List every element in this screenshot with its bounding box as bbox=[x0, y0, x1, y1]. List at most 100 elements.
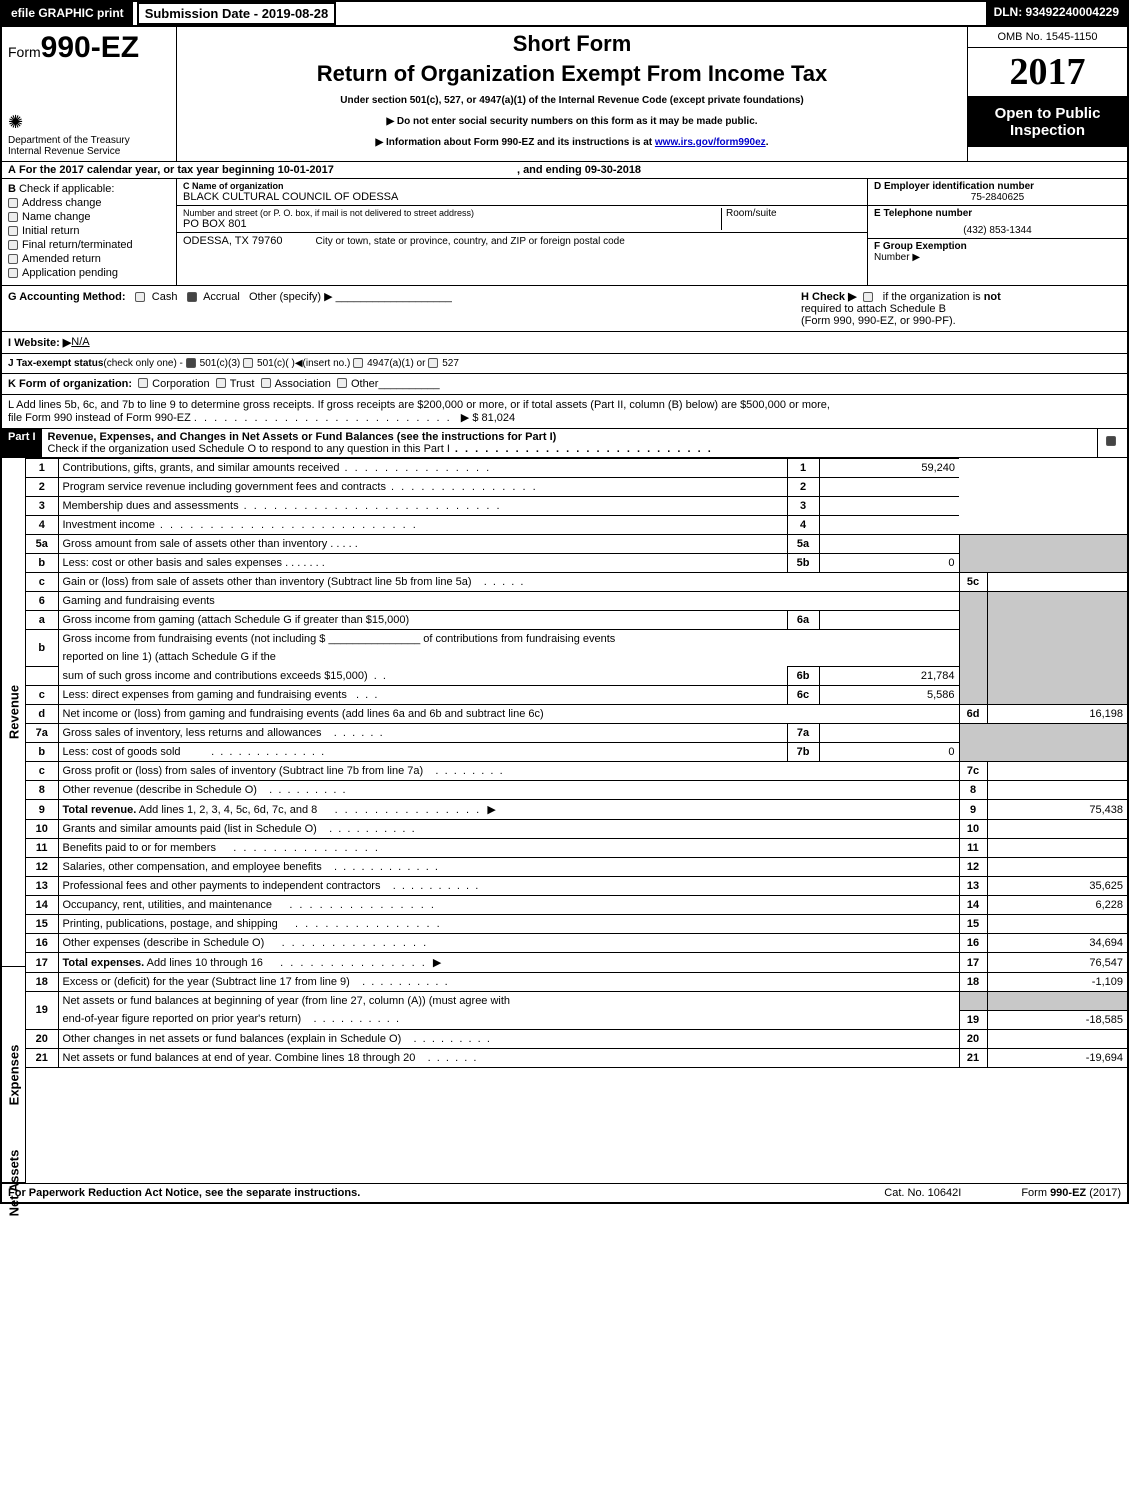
line-amt: -19,694 bbox=[987, 1048, 1127, 1067]
form-prefix: Form bbox=[8, 44, 41, 60]
dots-icon bbox=[450, 443, 713, 455]
row-l-gross-receipts: L Add lines 5b, 6c, and 7b to line 9 to … bbox=[2, 395, 1127, 429]
part1-label: Part I bbox=[2, 429, 42, 457]
k-corp: Corporation bbox=[152, 378, 209, 390]
j-insert: ◀(insert no.) bbox=[295, 358, 350, 369]
line-amt: 75,438 bbox=[987, 800, 1127, 820]
col-b-prefix: B bbox=[8, 183, 16, 195]
line-side: 9 bbox=[959, 800, 987, 820]
note-info-prefix: ▶ Information about Form 990-EZ and its … bbox=[376, 137, 655, 148]
phone-value: (432) 853-1344 bbox=[874, 225, 1121, 236]
k-other: Other bbox=[351, 378, 379, 390]
line-side: 13 bbox=[959, 877, 987, 896]
radio-icon[interactable] bbox=[187, 292, 197, 302]
checkbox-icon[interactable] bbox=[863, 292, 873, 302]
note-info: ▶ Information about Form 990-EZ and its … bbox=[187, 137, 957, 148]
line-desc: end-of-year figure reported on prior yea… bbox=[58, 1010, 959, 1029]
checkbox-icon bbox=[8, 226, 18, 236]
line-side: 3 bbox=[787, 497, 819, 516]
line-amt bbox=[819, 497, 959, 516]
line-desc: Total revenue. Add lines 1, 2, 3, 4, 5c,… bbox=[58, 800, 959, 820]
j-527: 527 bbox=[442, 358, 459, 369]
checkbox-icon bbox=[8, 268, 18, 278]
line-num: c bbox=[26, 686, 58, 705]
line-amt bbox=[987, 858, 1127, 877]
note-ssn: ▶ Do not enter social security numbers o… bbox=[187, 116, 957, 127]
sub-amt bbox=[819, 535, 959, 554]
col-c-org-info: C Name of organization BLACK CULTURAL CO… bbox=[177, 179, 867, 285]
line-num: 17 bbox=[26, 953, 58, 973]
radio-icon[interactable] bbox=[243, 358, 253, 368]
ein-row: D Employer identification number 75-2840… bbox=[868, 179, 1127, 206]
line-num: 5a bbox=[26, 535, 58, 554]
chk-application-pending[interactable]: Application pending bbox=[8, 267, 170, 279]
line-num: c bbox=[26, 762, 58, 781]
line-desc: Grants and similar amounts paid (list in… bbox=[58, 820, 959, 839]
phone-row: E Telephone number (432) 853-1344 bbox=[868, 206, 1127, 239]
chk-label: Application pending bbox=[22, 267, 118, 279]
g-label: G Accounting Method: bbox=[8, 291, 126, 303]
line-desc: Net income or (loss) from gaming and fun… bbox=[58, 705, 959, 724]
checkbox-icon bbox=[8, 240, 18, 250]
street-label: Number and street (or P. O. box, if mail… bbox=[183, 208, 721, 218]
line-desc: Less: direct expenses from gaming and fu… bbox=[58, 686, 787, 705]
form-header: Form990-EZ ✺ Department of the Treasury … bbox=[2, 27, 1127, 162]
line-amt bbox=[987, 762, 1127, 781]
radio-icon[interactable] bbox=[186, 358, 196, 368]
table-row: cGain or (loss) from sale of assets othe… bbox=[26, 573, 1127, 592]
j-4947: 4947(a)(1) or bbox=[367, 358, 425, 369]
radio-icon[interactable] bbox=[261, 378, 271, 388]
radio-icon[interactable] bbox=[135, 292, 145, 302]
part1-body: Revenue Expenses Net Assets 1Contributio… bbox=[2, 458, 1127, 1183]
chk-initial-return[interactable]: Initial return bbox=[8, 225, 170, 237]
line-num: a bbox=[26, 611, 58, 630]
line-amt bbox=[987, 839, 1127, 858]
line-amt: 6,228 bbox=[987, 896, 1127, 915]
radio-icon[interactable] bbox=[138, 378, 148, 388]
city-label: City or town, state or province, country… bbox=[316, 236, 625, 247]
line-desc: Less: cost of goods sold . . . . . . . .… bbox=[58, 743, 787, 762]
line-num bbox=[26, 667, 58, 686]
line-num: 16 bbox=[26, 934, 58, 953]
table-row: 3Membership dues and assessments3 bbox=[26, 497, 1127, 516]
chk-name-change[interactable]: Name change bbox=[8, 211, 170, 223]
line-side: 12 bbox=[959, 858, 987, 877]
table-row: 20Other changes in net assets or fund ba… bbox=[26, 1029, 1127, 1048]
line-side: 17 bbox=[959, 953, 987, 973]
table-row: 11Benefits paid to or for members 11 bbox=[26, 839, 1127, 858]
website-value: N/A bbox=[71, 336, 89, 349]
sub-label: 7b bbox=[787, 743, 819, 762]
row-gh: G Accounting Method: Cash Accrual Other … bbox=[2, 286, 1127, 332]
table-row: 12Salaries, other compensation, and empl… bbox=[26, 858, 1127, 877]
line-a-text2: , and ending 09-30-2018 bbox=[517, 164, 641, 176]
submission-date: Submission Date - 2019-08-28 bbox=[137, 2, 337, 25]
line-num: 1 bbox=[26, 459, 58, 478]
part1-header: Part I Revenue, Expenses, and Changes in… bbox=[2, 429, 1127, 458]
chk-final-return[interactable]: Final return/terminated bbox=[8, 239, 170, 251]
line-side: 7c bbox=[959, 762, 987, 781]
sub-amt bbox=[819, 611, 959, 630]
line-num: 12 bbox=[26, 858, 58, 877]
radio-icon[interactable] bbox=[428, 358, 438, 368]
side-labels: Revenue Expenses Net Assets bbox=[2, 458, 26, 1183]
instructions-link[interactable]: www.irs.gov/form990ez bbox=[655, 137, 766, 148]
sub-label: 7a bbox=[787, 724, 819, 743]
radio-icon[interactable] bbox=[353, 358, 363, 368]
table-row: 19Net assets or fund balances at beginni… bbox=[26, 992, 1127, 1011]
chk-amended-return[interactable]: Amended return bbox=[8, 253, 170, 265]
line-side: 6d bbox=[959, 705, 987, 724]
line-amt: 59,240 bbox=[819, 459, 959, 478]
g-other: Other (specify) ▶ bbox=[249, 291, 333, 303]
part1-schedule-o-checkbox[interactable] bbox=[1097, 429, 1127, 457]
efile-print-button[interactable]: efile GRAPHIC print bbox=[2, 2, 133, 25]
line-a-prefix: A bbox=[8, 164, 16, 176]
table-row: cGross profit or (loss) from sales of in… bbox=[26, 762, 1127, 781]
line-amt bbox=[819, 516, 959, 535]
radio-icon[interactable] bbox=[216, 378, 226, 388]
radio-icon[interactable] bbox=[337, 378, 347, 388]
line-desc: Salaries, other compensation, and employ… bbox=[58, 858, 959, 877]
line-amt bbox=[987, 1029, 1127, 1048]
table-row: 13Professional fees and other payments t… bbox=[26, 877, 1127, 896]
chk-address-change[interactable]: Address change bbox=[8, 197, 170, 209]
top-bar: efile GRAPHIC print Submission Date - 20… bbox=[2, 2, 1127, 27]
